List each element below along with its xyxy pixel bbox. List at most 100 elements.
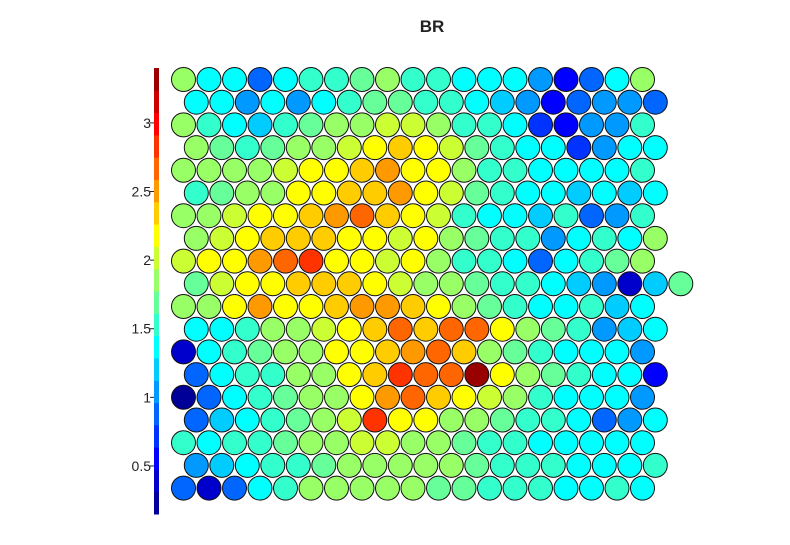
som-cell [540, 225, 566, 251]
som-cell [311, 407, 337, 433]
som-cell [260, 407, 286, 433]
som-cell [540, 362, 566, 388]
som-cell [285, 271, 311, 297]
som-cell [604, 112, 630, 138]
som-cell [566, 362, 592, 388]
som-cell [196, 203, 222, 229]
som-cell [464, 316, 490, 342]
som-cell [528, 339, 553, 365]
som-cell [451, 67, 477, 92]
som-cell [502, 67, 528, 92]
som-cell [438, 89, 464, 115]
som-cell [196, 67, 222, 92]
som-cell [375, 475, 400, 501]
som-cell [413, 362, 439, 388]
colorbar [154, 68, 159, 515]
som-cell [630, 430, 655, 456]
som-cell [171, 157, 196, 183]
som-cell [502, 294, 528, 319]
som-cell [400, 112, 426, 138]
som-cell [464, 452, 490, 478]
som-cell [579, 475, 604, 501]
som-cell [426, 112, 451, 138]
som-cell [630, 384, 655, 410]
som-cell [528, 384, 553, 410]
som-cell [566, 271, 592, 297]
som-cell [273, 203, 298, 229]
som-cell [477, 157, 502, 183]
som-cell [183, 180, 209, 206]
som-cell [311, 271, 337, 297]
som-cell [426, 294, 451, 319]
som-cell [553, 67, 579, 92]
som-cell [349, 475, 375, 501]
som-cell [171, 203, 196, 229]
chart-title: BR [420, 17, 445, 36]
som-cell [336, 180, 362, 206]
som-cell [642, 225, 668, 251]
som-cell [375, 112, 400, 138]
colorbar-segment [154, 112, 159, 136]
som-cell [591, 225, 617, 251]
colorbar-tick-label: 2 [143, 252, 151, 268]
som-cell [553, 430, 579, 456]
som-cell [247, 294, 273, 319]
som-cell [196, 248, 222, 274]
colorbar-segment [154, 447, 159, 470]
som-cell [438, 271, 464, 297]
som-cell [209, 452, 235, 478]
som-cell [362, 225, 388, 251]
som-cell [515, 316, 541, 342]
som-cell [362, 135, 388, 161]
som-cell [553, 339, 579, 365]
som-cell [591, 362, 617, 388]
som-cell [171, 248, 196, 274]
som-cell [324, 294, 349, 319]
som-cell [579, 203, 604, 229]
colorbar-tick-label: 3 [143, 115, 151, 131]
som-cell [273, 294, 298, 319]
som-cell [400, 248, 426, 274]
som-cell [298, 248, 324, 274]
colorbar-segment [154, 224, 159, 247]
som-cell [387, 452, 413, 478]
som-cell [477, 294, 502, 319]
som-cell [642, 180, 668, 206]
som-cell [528, 475, 553, 501]
som-cell [387, 407, 413, 433]
som-cell [451, 384, 477, 410]
som-cell [566, 316, 592, 342]
som-cell [426, 384, 451, 410]
colorbar-tick-label: 2.5 [132, 184, 152, 200]
colorbar-segment [154, 357, 159, 381]
som-cell [349, 157, 375, 183]
som-cell [528, 157, 553, 183]
som-cell [515, 225, 541, 251]
som-cell [387, 89, 413, 115]
som-cell [438, 316, 464, 342]
som-cell [579, 294, 604, 319]
som-cell [285, 407, 311, 433]
som-cell [247, 112, 273, 138]
som-cell [171, 339, 196, 365]
som-cell [426, 430, 451, 456]
som-cell [515, 89, 541, 115]
som-cell [451, 203, 477, 229]
som-cell [387, 362, 413, 388]
som-cell [222, 339, 247, 365]
som-cell [642, 135, 668, 161]
som-cell [247, 67, 273, 92]
som-cell [515, 135, 541, 161]
som-cell [362, 362, 388, 388]
som-cell [604, 294, 630, 319]
colorbar-segment [154, 68, 159, 91]
som-cell [273, 248, 298, 274]
som-cell [413, 135, 439, 161]
som-cell [464, 271, 490, 297]
som-cell [579, 384, 604, 410]
som-cell [579, 430, 604, 456]
som-cell [387, 316, 413, 342]
som-cell [413, 316, 439, 342]
som-cell [336, 407, 362, 433]
som-cell [298, 475, 324, 501]
